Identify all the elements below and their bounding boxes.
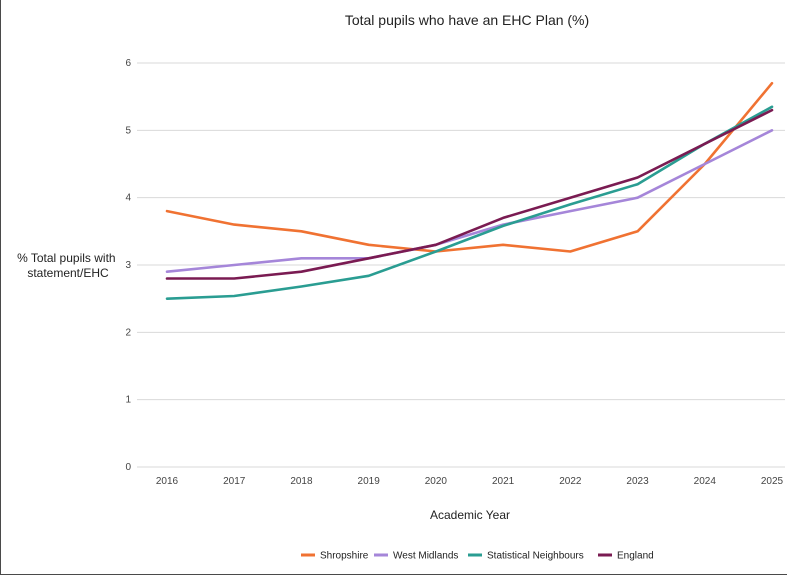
x-axis-title: Academic Year [430,508,510,522]
x-tick-label: 2018 [290,476,313,487]
x-tick-label: 2020 [425,476,448,487]
x-tick-label: 2017 [223,476,246,487]
legend: Shropshire West Midlands Statistical Neigh… [301,551,654,562]
series-line-west-midlands [165,129,774,274]
series-line-statistical-neighbours [165,105,774,301]
y-axis-title-line-1: % Total pupils with [17,251,116,265]
legend-label: Shropshire [320,551,369,562]
x-tick-label: 2024 [694,476,717,487]
y-tick-label: 6 [125,58,131,69]
x-tick-label: 2021 [492,476,515,487]
x-tick-label: 2019 [358,476,381,487]
y-tick-label: 1 [125,395,131,406]
y-tick-label: 3 [125,260,131,271]
x-tick-labels: 2016 2017 2018 2019 2020 2021 2022 2023 2024 2025 [156,476,784,487]
y-tick-label: 5 [125,125,131,136]
legend-label: Statistical Neighbours [487,551,584,562]
y-tick-labels: 0 1 2 3 4 5 6 [125,58,131,473]
x-tick-label: 2025 [761,476,784,487]
legend-label: England [617,551,654,562]
legend-label: West Midlands [393,551,458,562]
y-axis-title: % Total pupils with statement/EHC [17,251,119,280]
y-axis-title-line-2: statement/EHC [27,266,109,280]
y-tick-label: 4 [125,193,131,204]
grid-lines [137,62,785,468]
series-line-england [165,108,774,280]
x-tick-label: 2016 [156,476,179,487]
chart-title: Total pupils who have an EHC Plan (%) [345,12,589,28]
x-tick-label: 2023 [626,476,649,487]
series-line-shropshire [165,81,774,253]
y-tick-label: 2 [125,327,131,338]
y-tick-label: 0 [125,462,131,473]
series-lines [165,81,774,301]
x-tick-label: 2022 [559,476,582,487]
